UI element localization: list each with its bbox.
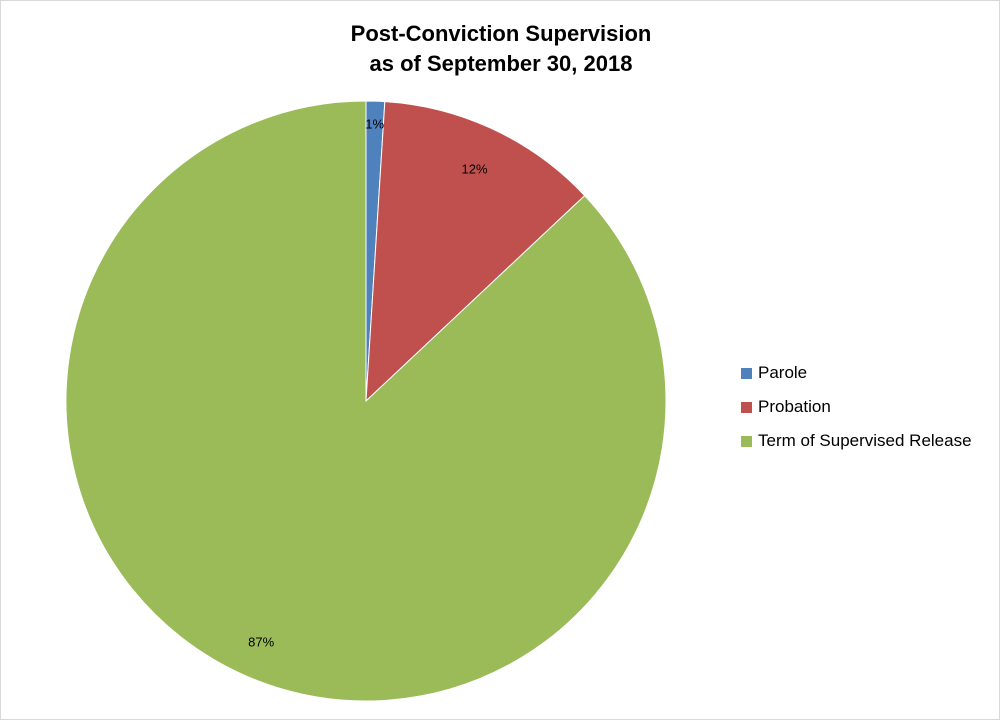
pie-slice-probation	[365, 101, 586, 403]
chart-title-line2: as of September 30, 2018	[369, 51, 633, 76]
pie-slice-term-of-supervised-release	[65, 100, 667, 702]
legend-label-parole: Parole	[758, 363, 808, 382]
legend-item-probation: Probation	[741, 390, 972, 424]
legend-swatch-term-of-supervised-release	[741, 435, 752, 447]
legend: Parole Probation Term of Supervised Rele…	[741, 356, 972, 458]
pie-slices	[65, 100, 667, 702]
data-label-term-of-supervised-release: 87%	[248, 635, 274, 650]
legend-swatch-probation	[741, 401, 752, 413]
chart-title: Post-Conviction Supervision as of Septem…	[1, 19, 1000, 79]
legend-item-parole: Parole	[741, 356, 972, 390]
legend-label-term-of-supervised-release: Term of Supervised Release	[758, 431, 972, 450]
data-label-probation: 12%	[462, 162, 488, 177]
chart-title-line1: Post-Conviction Supervision	[350, 21, 652, 46]
data-label-parole: 1%	[365, 117, 384, 132]
legend-label-probation: Probation	[758, 397, 831, 416]
legend-item-term-of-supervised-release: Term of Supervised Release	[741, 424, 972, 458]
legend-swatch-parole	[741, 367, 752, 379]
pie-data-labels: 1% 12% 87%	[248, 117, 488, 650]
